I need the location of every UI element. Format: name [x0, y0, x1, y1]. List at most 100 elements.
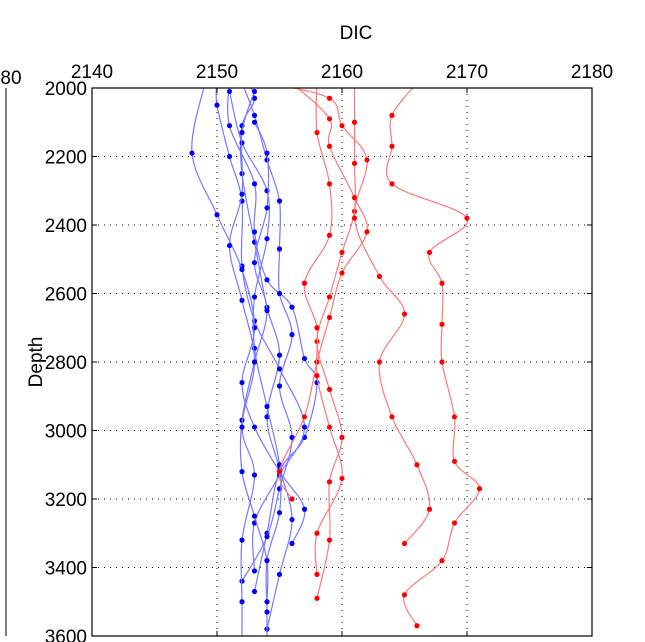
y-tick-label: 2200	[45, 148, 87, 169]
data-point	[276, 571, 283, 577]
data-point	[276, 246, 283, 252]
data-point	[326, 537, 333, 543]
data-point	[251, 229, 258, 235]
data-point	[251, 119, 258, 125]
data-point	[289, 80, 294, 85]
red-profile-10	[276, 80, 370, 502]
data-point	[326, 232, 333, 238]
data-point	[289, 304, 295, 310]
data-point	[439, 321, 445, 327]
data-point	[314, 129, 320, 136]
x-tick-label: 2160	[321, 62, 363, 83]
data-point	[264, 308, 270, 314]
data-point	[264, 637, 269, 642]
chart-title: DIC	[340, 23, 373, 44]
x-tick-label: 2180	[571, 62, 613, 83]
data-point	[351, 215, 358, 221]
data-point	[426, 249, 433, 255]
data-point	[401, 540, 408, 547]
data-point	[314, 530, 320, 536]
data-point	[289, 540, 295, 547]
series-line	[191, 88, 306, 544]
data-point	[264, 414, 270, 420]
blue-profile-4	[189, 88, 308, 547]
data-point	[276, 510, 283, 516]
data-point	[264, 534, 270, 540]
data-point	[251, 260, 258, 266]
data-point	[251, 513, 258, 519]
data-point	[239, 297, 245, 303]
y-tick-label: 2000	[45, 79, 87, 100]
data-point	[251, 95, 258, 101]
data-point	[251, 588, 258, 595]
data-point	[376, 359, 383, 365]
data-point	[314, 373, 320, 379]
data-point	[239, 266, 245, 273]
data-point	[239, 537, 245, 543]
data-point	[414, 80, 419, 85]
data-point	[264, 236, 270, 242]
data-point	[364, 229, 370, 235]
data-point	[239, 72, 244, 77]
data-point	[339, 434, 345, 440]
data-point	[301, 424, 308, 430]
data-point	[239, 129, 245, 136]
data-point	[389, 181, 395, 187]
y-tick-label: 2800	[45, 353, 87, 374]
data-point	[401, 311, 408, 317]
data-point	[214, 212, 220, 218]
data-point	[401, 592, 408, 598]
data-point	[476, 486, 483, 492]
data-point	[251, 472, 258, 478]
data-point	[226, 88, 233, 95]
data-point	[389, 112, 395, 118]
x-tick-label: 2170	[446, 62, 488, 83]
data-point	[326, 95, 333, 101]
data-point	[339, 475, 345, 482]
data-point	[301, 355, 308, 362]
data-point	[376, 273, 383, 279]
data-point	[239, 424, 245, 430]
data-point	[276, 383, 283, 389]
data-point	[264, 205, 270, 211]
data-point	[239, 469, 245, 475]
y-tick-label: 2600	[45, 285, 87, 306]
data-point	[226, 153, 233, 160]
data-point	[264, 277, 270, 283]
data-point	[301, 506, 308, 512]
data-point	[326, 386, 333, 392]
data-point	[264, 150, 270, 156]
data-point	[239, 191, 245, 197]
grid-lines	[92, 88, 592, 636]
data-point	[426, 506, 433, 512]
data-point	[451, 458, 458, 464]
red-profile-13	[301, 88, 345, 577]
y-tick-label: 2400	[45, 216, 87, 237]
data-point	[351, 160, 358, 166]
x-axis-ticks: 2140 2150 2160 2170 2180	[71, 62, 613, 636]
data-point	[301, 414, 308, 420]
data-point	[351, 195, 358, 201]
y-tick-label: 3200	[45, 490, 87, 511]
data-point	[251, 88, 258, 95]
plot-area-frame	[91, 87, 593, 637]
data-point	[439, 359, 445, 365]
y-tick-label: 3400	[45, 559, 87, 580]
data-point	[264, 599, 270, 605]
data-point	[389, 143, 395, 149]
data-point	[326, 116, 333, 122]
data-point	[414, 462, 420, 468]
data-point	[339, 249, 345, 255]
data-point	[251, 294, 258, 300]
data-point	[251, 181, 258, 187]
data-point	[289, 516, 295, 523]
data-point	[451, 414, 458, 420]
data-point	[251, 568, 258, 574]
x-tick-label: 2150	[196, 62, 238, 83]
data-point	[289, 332, 295, 338]
data-series-group	[189, 72, 483, 642]
data-point	[464, 215, 470, 221]
data-point	[239, 80, 244, 85]
data-point	[276, 290, 283, 297]
